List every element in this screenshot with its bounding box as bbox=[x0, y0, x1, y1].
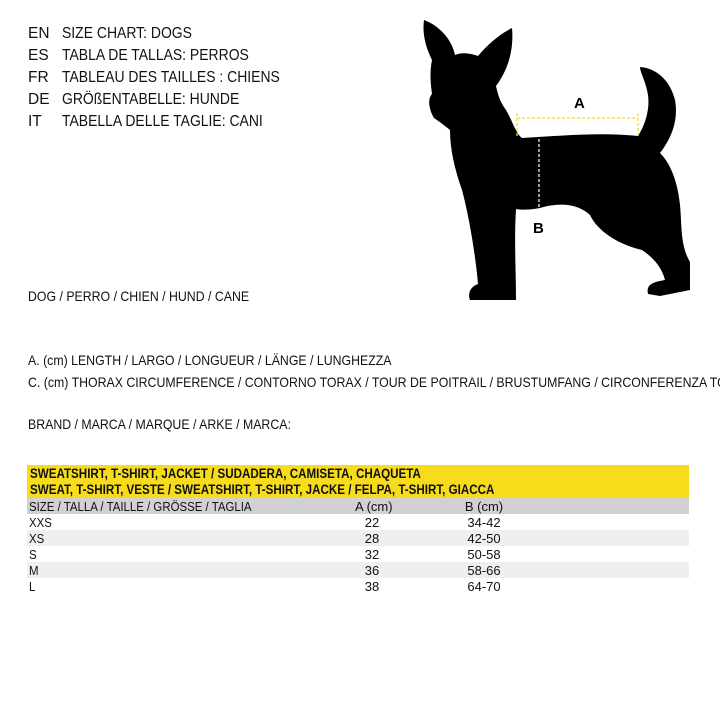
cell-size: M bbox=[29, 563, 39, 578]
table-row: XXS 22 34-42 bbox=[27, 514, 689, 530]
header-size: SIZE / TALLA / TAILLE / GRÖSSE / TAGLIA bbox=[29, 499, 252, 514]
lang-code: EN bbox=[28, 25, 50, 42]
cell-a: 22 bbox=[364, 515, 380, 530]
cell-b: 42-50 bbox=[467, 531, 501, 546]
table-title-band: SWEATSHIRT, T-SHIRT, JACKET / SUDADERA, … bbox=[27, 465, 689, 498]
legend-c: C. (cm) THORAX CIRCUMFERENCE / CONTORNO … bbox=[28, 374, 720, 390]
lang-code: DE bbox=[28, 91, 50, 108]
table-title-2: SWEAT, T-SHIRT, VESTE / SWEATSHIRT, T-SH… bbox=[30, 482, 495, 497]
cell-a: 36 bbox=[364, 563, 380, 578]
lang-code: IT bbox=[28, 113, 42, 130]
label-b: B bbox=[533, 220, 544, 237]
table-header-row: SIZE / TALLA / TAILLE / GRÖSSE / TAGLIA … bbox=[27, 498, 689, 514]
cell-size: L bbox=[29, 579, 36, 594]
cell-b: 64-70 bbox=[467, 579, 501, 594]
label-a: A bbox=[574, 95, 585, 112]
dog-silhouette-diagram: A B bbox=[423, 20, 690, 300]
cell-size: XS bbox=[29, 531, 45, 546]
lang-title: TABLEAU DES TAILLES : CHIENS bbox=[62, 69, 280, 86]
header-b: B (cm) bbox=[464, 499, 504, 514]
lang-title: TABELLA DELLE TAGLIE: CANI bbox=[62, 113, 263, 130]
dog-label: DOG / PERRO / CHIEN / HUND / CANE bbox=[28, 288, 250, 304]
brand-label: BRAND / MARCA / MARQUE / ARKE / MARCA: bbox=[28, 416, 291, 432]
cell-b: 50-58 bbox=[467, 547, 501, 562]
measure-a-line bbox=[516, 113, 639, 137]
lang-title: TABLA DE TALLAS: PERROS bbox=[62, 47, 249, 64]
table-row: XS 28 42-50 bbox=[27, 530, 689, 546]
cell-a: 38 bbox=[364, 579, 380, 594]
legend-a: A. (cm) LENGTH / LARGO / LONGUEUR / LÄNG… bbox=[28, 352, 392, 368]
cell-size: S bbox=[29, 547, 37, 562]
cell-size: XXS bbox=[29, 515, 52, 530]
dog-silhouette-icon bbox=[423, 20, 690, 300]
table-row: S 32 50-58 bbox=[27, 546, 689, 562]
cell-b: 34-42 bbox=[467, 515, 501, 530]
lang-code: FR bbox=[28, 69, 49, 86]
table-row: L 38 64-70 bbox=[27, 578, 689, 594]
cell-a: 28 bbox=[364, 531, 380, 546]
lang-code: ES bbox=[28, 47, 49, 64]
cell-b: 58-66 bbox=[467, 563, 501, 578]
lang-title: GRÖßENTABELLE: HUNDE bbox=[62, 91, 240, 108]
table-title-1: SWEATSHIRT, T-SHIRT, JACKET / SUDADERA, … bbox=[30, 466, 421, 481]
cell-a: 32 bbox=[364, 547, 380, 562]
lang-title: SIZE CHART: DOGS bbox=[62, 25, 192, 42]
table-row: M 36 58-66 bbox=[27, 562, 689, 578]
header-a: A (cm) bbox=[355, 499, 393, 514]
size-table: SWEATSHIRT, T-SHIRT, JACKET / SUDADERA, … bbox=[27, 465, 689, 594]
